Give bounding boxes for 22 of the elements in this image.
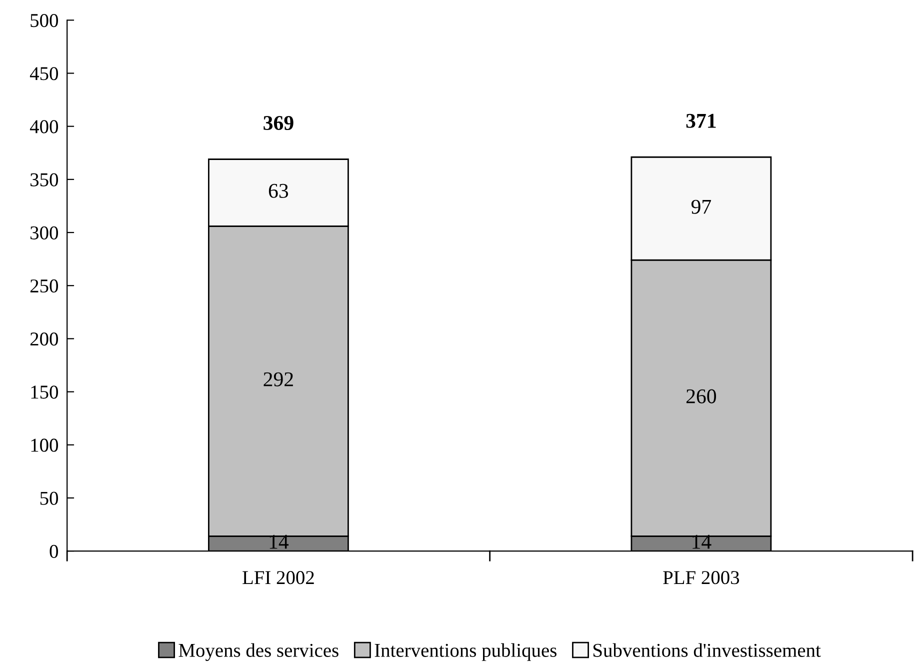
y-tick-label: 350	[30, 173, 58, 186]
data-label: 63	[268, 184, 288, 198]
x-tick-label: LFI 2002	[242, 571, 314, 584]
y-tick-label: 400	[30, 120, 58, 134]
y-tick-label: 0	[50, 544, 58, 558]
total-label: 371	[686, 114, 716, 128]
y-tick-label: 300	[30, 226, 58, 240]
legend-label: Moyens des services	[178, 643, 338, 661]
y-tick-label: 150	[31, 386, 58, 399]
data-label: 97	[691, 200, 712, 214]
legend-label: Interventions publiques	[374, 643, 556, 661]
y-tick-label: 500	[30, 14, 58, 28]
y-tick-label: 250	[30, 279, 58, 293]
data-label: 292	[264, 372, 293, 386]
y-tick-label: 450	[30, 67, 58, 80]
y-tick-label: 50	[40, 492, 58, 505]
y-tick-label: 200	[30, 332, 58, 346]
y-tick-label: 100	[31, 438, 58, 452]
total-label: 369	[264, 116, 294, 130]
x-tick-label: PLF 2003	[663, 571, 740, 584]
data-label: 260	[686, 389, 716, 404]
legend-label: Subventions d'investissement	[593, 643, 821, 657]
